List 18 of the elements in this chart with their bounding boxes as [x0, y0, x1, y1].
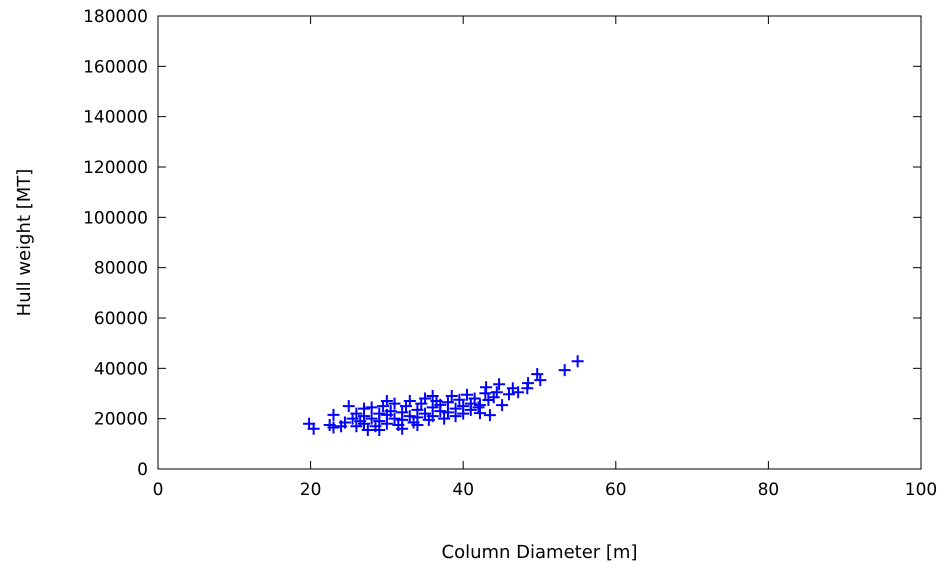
- y-tick-label: 180000: [83, 7, 148, 27]
- y-tick-label: 0: [137, 460, 148, 480]
- x-tick-label: 100: [904, 480, 938, 500]
- x-tick-label: 80: [758, 480, 780, 500]
- x-tick-label: 20: [300, 480, 322, 500]
- x-axis-title: Column Diameter [m]: [442, 542, 638, 563]
- y-tick-label: 20000: [94, 410, 148, 430]
- y-axis-title: Hull weight [MT]: [14, 168, 35, 316]
- x-tick-label: 60: [604, 480, 627, 500]
- y-tick-label: 80000: [94, 258, 148, 279]
- y-tick-label: 160000: [83, 57, 148, 78]
- y-tick-label: 40000: [94, 359, 148, 380]
- y-tick-label: 60000: [94, 309, 148, 329]
- y-tick-label: 120000: [83, 158, 148, 178]
- x-tick-label: 40: [452, 480, 474, 500]
- y-tick-label: 100000: [83, 208, 148, 228]
- y-tick-label: 140000: [83, 108, 148, 128]
- x-tick-label: 0: [152, 480, 164, 500]
